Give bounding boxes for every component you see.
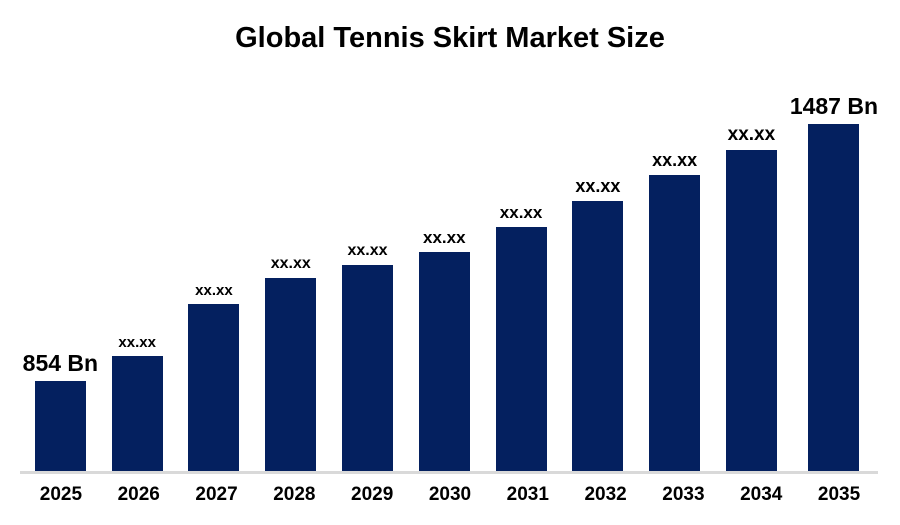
bar-2033 [649,175,701,471]
bar-column-2030: xx.xx [406,229,483,471]
bar-column-2028: xx.xx [252,256,329,471]
bar-column-2033: xx.xx [636,151,713,471]
bar-column-2031: xx.xx [483,204,560,471]
bar-column-2027: xx.xx [176,283,253,471]
bar-2032 [572,201,624,471]
x-axis-labels: 2025 2026 2027 2028 2029 2030 2031 2032 2033 2034… [22,484,878,506]
x-tick-2027: 2027 [195,484,238,505]
bar-value-label-2029: xx.xx [347,242,388,259]
bar-2029 [342,265,394,471]
chart-title: Global Tennis Skirt Market Size [235,22,665,54]
bar-column-2032: xx.xx [559,177,636,471]
bar-value-label-2034: xx.xx [727,124,776,145]
x-tick-2033: 2033 [662,484,705,505]
bar-column-2034: xx.xx [713,125,790,471]
x-tick-2030: 2030 [428,484,472,505]
bar-value-label-2032: xx.xx [575,176,621,196]
bar-column-2029: xx.xx [329,243,406,471]
x-tick-2035: 2035 [817,484,861,505]
x-tick-2026: 2026 [117,484,160,505]
bar-column-2025: 854 Bn [22,352,99,471]
bar-2030 [418,252,470,471]
bar-value-label-2033: xx.xx [652,150,698,170]
plot-area: 854 Bn xx.xx xx.xx xx.xx xx.xx xx.xx xx.xx xx.x… [22,0,878,471]
bar-2025 [34,381,86,471]
bar-2031 [495,227,547,471]
bar-2028 [265,278,317,471]
x-tick-2031: 2031 [506,484,549,505]
bar-value-label-2028: xx.xx [270,255,311,272]
x-tick-2029: 2029 [351,484,394,505]
x-axis-line [20,471,878,474]
bar-value-label-2025: 854 Bn [22,350,99,376]
bar-2034 [725,150,777,471]
bar-2027 [188,304,240,471]
bar-column-2035: 1487 Bn [790,95,878,471]
x-tick-2025: 2025 [39,484,83,505]
bar-2026 [111,356,163,471]
x-tick-2032: 2032 [584,484,627,505]
x-tick-2028: 2028 [273,484,316,505]
bar-value-label-2031: xx.xx [499,203,543,222]
x-tick-2034: 2034 [740,484,783,505]
bar-value-label-2035: 1487 Bn [789,93,879,119]
bar-value-label-2030: xx.xx [423,228,466,247]
bar-2035 [808,124,860,471]
bar-value-label-2027: xx.xx [195,282,233,299]
bar-value-label-2026: xx.xx [118,334,156,351]
bar-column-2026: xx.xx [99,335,176,471]
